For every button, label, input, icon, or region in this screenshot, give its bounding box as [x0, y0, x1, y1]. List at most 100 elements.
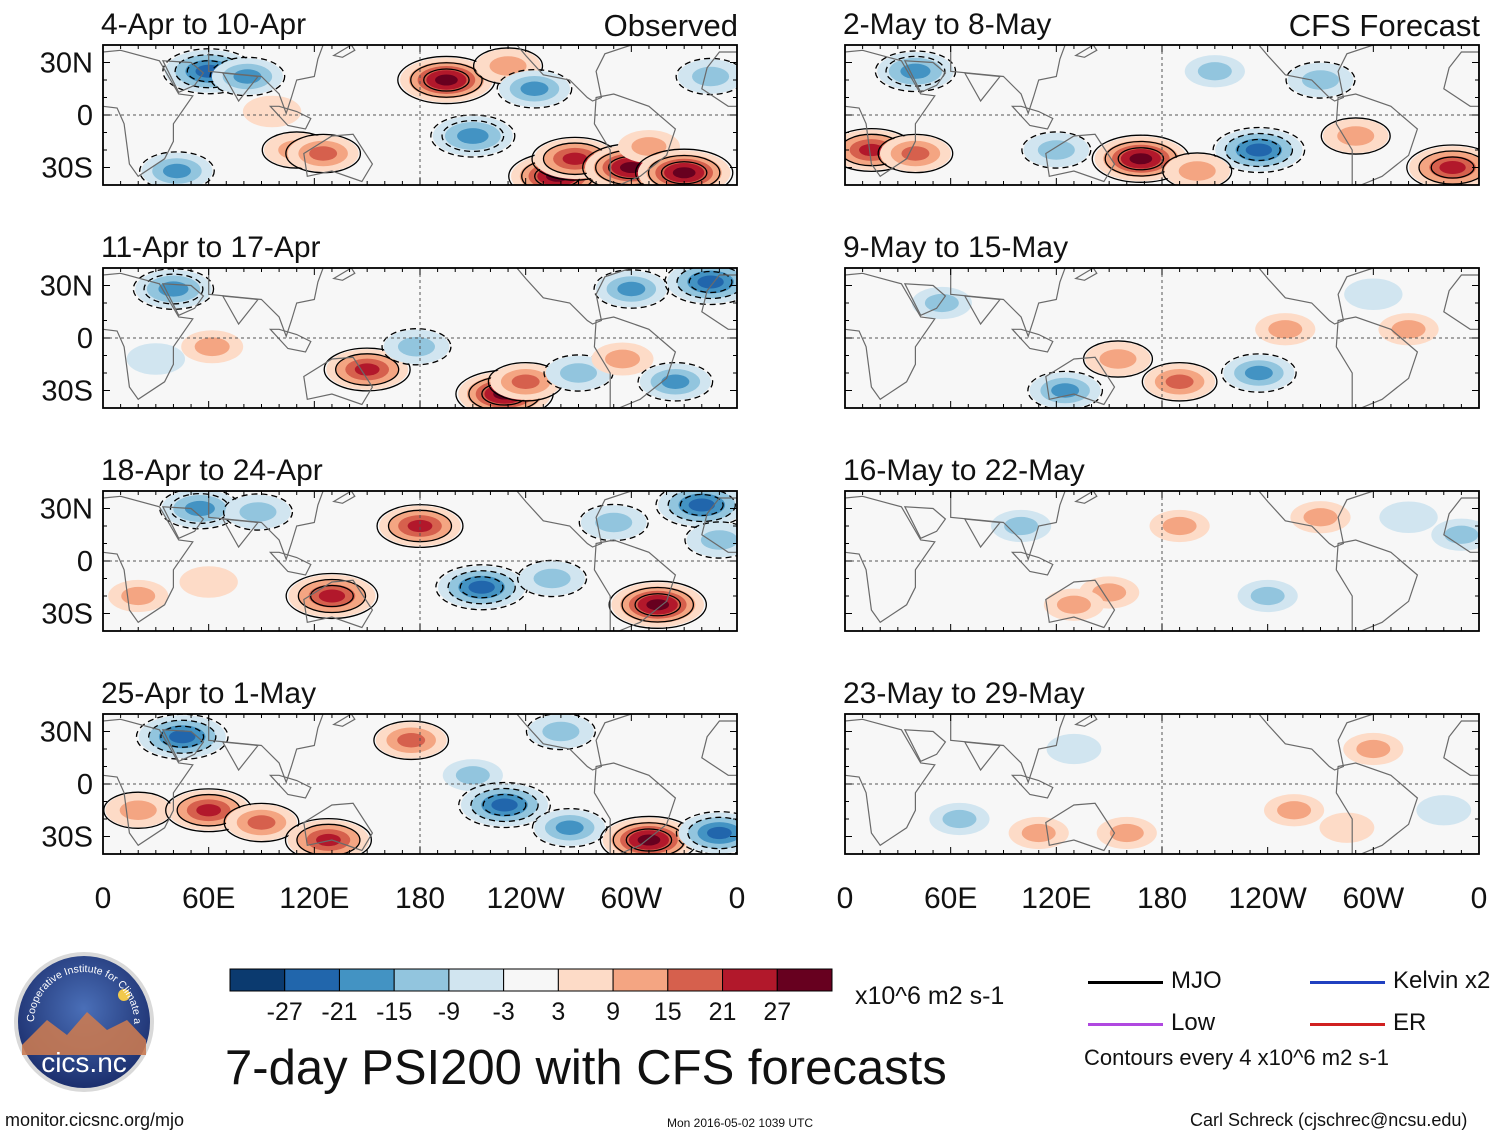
anomaly-fill	[318, 589, 346, 603]
anomaly-fill	[1391, 320, 1426, 339]
panel-period-label: 2-May to 8-May	[843, 8, 1051, 41]
x-tick-label: 0	[837, 882, 854, 915]
anomaly-fill	[196, 804, 222, 817]
coastline	[1258, 45, 1374, 102]
y-tick-label: 30S	[41, 376, 93, 408]
coastline	[103, 272, 194, 401]
coastline	[701, 274, 737, 330]
colorbar-swatch	[448, 968, 505, 992]
anomaly-fill	[1165, 374, 1194, 389]
panel-period-label: 23-May to 29-May	[843, 677, 1085, 710]
colorbar-label: -9	[438, 998, 460, 1026]
colorbar-swatch	[229, 968, 286, 992]
panel-period-label: 18-Apr to 24-Apr	[101, 454, 323, 487]
coastline	[701, 51, 737, 107]
anomaly-fill	[1416, 795, 1472, 826]
anomaly-fill	[1162, 516, 1197, 536]
psi-contour	[1406, 144, 1479, 185]
coastline	[1074, 714, 1098, 727]
panel-4-apr-to-10-apr	[103, 45, 737, 185]
coastline	[1335, 762, 1419, 854]
anomaly-fill	[1356, 739, 1391, 759]
psi-contour	[1117, 147, 1165, 171]
colorbar-label: -15	[376, 998, 412, 1026]
psi-contour	[621, 586, 695, 623]
legend-swatch-low	[1088, 1023, 1163, 1026]
anomaly-fill	[1319, 812, 1375, 843]
panel-frame-16-may-to-22-may	[844, 490, 1480, 632]
psi-contour	[1285, 61, 1356, 99]
psi-contour	[1162, 152, 1233, 185]
coastline	[1010, 328, 1054, 353]
psi-contour	[223, 802, 300, 843]
cics-logo: Cooperative Institute for Climate and Sa…	[8, 941, 156, 1094]
anomaly-fill	[354, 363, 380, 376]
x-tick-label: 0	[729, 882, 746, 915]
anomaly-fill	[646, 599, 670, 611]
coastline	[593, 539, 677, 631]
anomaly-fill	[511, 374, 540, 389]
anomaly-fill	[1178, 161, 1216, 181]
anomaly-fill	[1344, 278, 1403, 311]
coastline	[208, 268, 324, 339]
coastline	[845, 718, 936, 847]
y-tick-label: 0	[77, 100, 93, 132]
coastline	[103, 49, 194, 178]
psi-contour	[139, 151, 215, 185]
psi-contour	[309, 584, 354, 608]
anomaly-fill	[1301, 70, 1340, 90]
colorbar-label: -21	[321, 998, 357, 1026]
coastline	[303, 802, 374, 852]
footer-timestamp: Mon 2016-05-02 1039 UTC	[667, 1116, 814, 1130]
psi-contour	[687, 816, 737, 850]
anomaly-fill	[162, 163, 191, 179]
coastline	[161, 283, 205, 317]
coastline	[1443, 51, 1479, 107]
y-tick-label: 30S	[41, 599, 93, 631]
coastline	[1443, 274, 1479, 330]
psi-contour	[447, 570, 516, 605]
coastline	[332, 491, 356, 504]
psi-contour	[1082, 340, 1154, 378]
colorbar-label: 3	[551, 998, 565, 1026]
x-tick-label: 180	[395, 882, 445, 915]
anomaly-fill	[397, 733, 426, 748]
y-tick-label: 0	[77, 769, 93, 801]
anomaly-fill	[1245, 143, 1273, 157]
x-tick-label: 60E	[182, 882, 235, 915]
anomaly-fill	[605, 349, 641, 369]
anomaly-fill	[1109, 823, 1144, 843]
coastline	[303, 579, 374, 629]
anomaly-fill	[491, 798, 518, 812]
y-tick-label: 30N	[40, 494, 93, 526]
legend: MJO Kelvin x2 Low ER Contours every 4 x1…	[1080, 965, 1500, 1085]
anomaly-fill	[194, 337, 230, 357]
coastline	[903, 506, 947, 540]
logo-text: cics.nc	[41, 1047, 127, 1078]
psi-contour	[458, 781, 551, 829]
coastline	[701, 497, 737, 553]
anomaly-fill	[184, 500, 215, 517]
coastline	[208, 714, 324, 785]
anomaly-fill	[1056, 595, 1091, 614]
x-tick-label: 120W	[1228, 882, 1307, 915]
legend-label-mjo: MJO	[1171, 967, 1222, 994]
panel-frame-11-apr-to-17-apr	[102, 267, 738, 409]
anomaly-fill	[247, 815, 276, 830]
psi-contour	[667, 491, 736, 523]
psi-contour	[373, 720, 450, 761]
psi-contour	[459, 576, 504, 599]
panel-9-may-to-15-may	[845, 268, 1479, 408]
psi-contour	[160, 725, 205, 748]
psi-contour	[675, 810, 737, 854]
anomaly-fill	[533, 568, 571, 589]
anomaly-fill	[435, 74, 458, 86]
colorbar-swatch	[722, 968, 778, 992]
psi-contour	[664, 268, 737, 306]
colorbar-label: 15	[654, 998, 682, 1026]
colorbar-swatch	[338, 968, 395, 992]
colorbar-units: x10^6 m2 s-1	[855, 982, 1005, 1010]
coastline	[1258, 714, 1374, 771]
coastline	[1335, 539, 1419, 631]
